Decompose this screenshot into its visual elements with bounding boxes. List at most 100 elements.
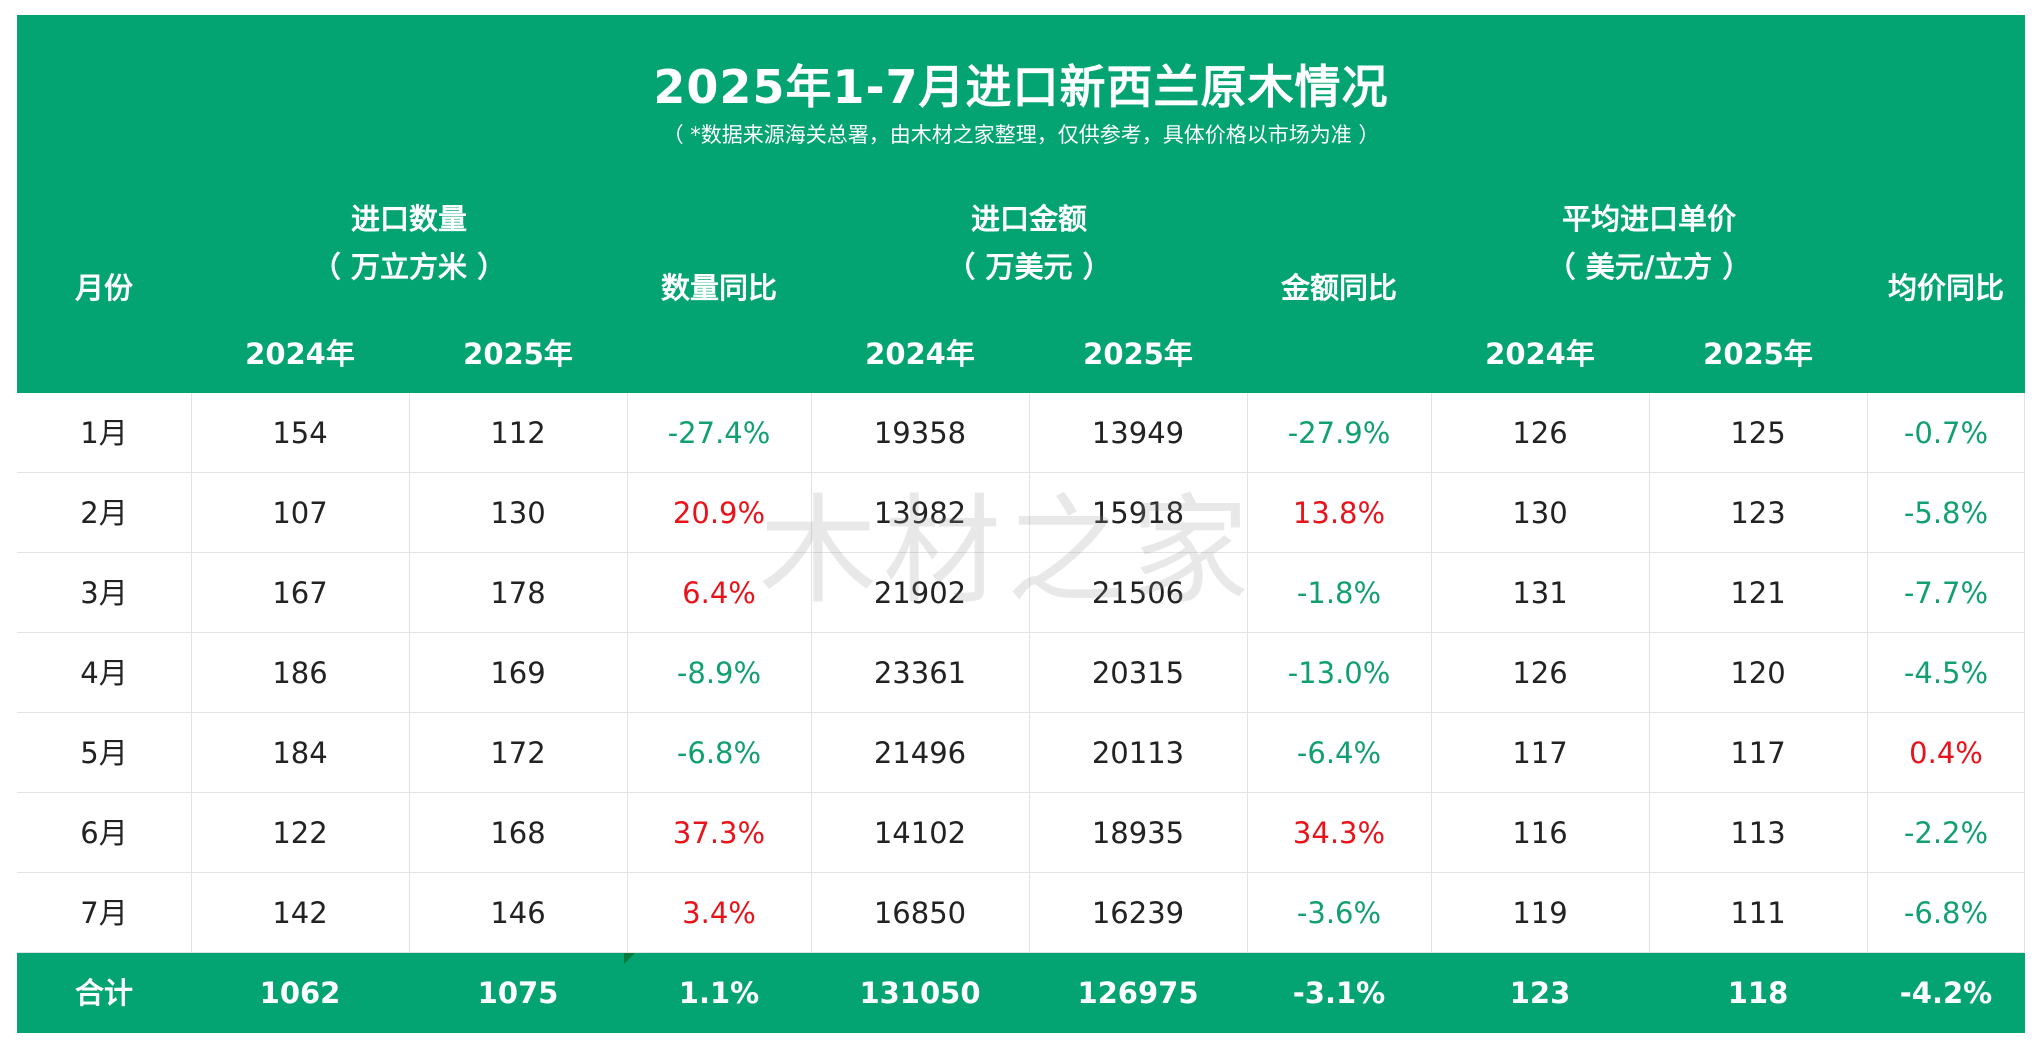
total-label: 合计 — [74, 976, 133, 1010]
header-month: 月份 — [74, 271, 133, 305]
grid-line — [811, 393, 812, 953]
total-p2024: 123 — [1509, 976, 1571, 1010]
table-cell-a2025: 20315 — [1091, 656, 1185, 690]
table-cell-p-yoy: -2.2% — [1903, 816, 1989, 850]
table-cell-a2025: 15918 — [1091, 496, 1185, 530]
table-cell-a-yoy: -6.4% — [1296, 736, 1382, 770]
table-cell-q2025: 178 — [490, 576, 546, 610]
table-cell-p-yoy: -4.5% — [1903, 656, 1989, 690]
header-amt-group: 进口金额 （ 万美元 ） — [811, 195, 1247, 291]
table-cell-q-yoy: -6.8% — [676, 736, 762, 770]
table-row: 2月 107 130 20.9% 13982 15918 13.8% 130 123 -5.8% — [17, 473, 2025, 553]
table-cell-a2024: 16850 — [873, 896, 967, 930]
table-cell-q-yoy: 20.9% — [672, 496, 766, 530]
total-q2024: 1062 — [259, 976, 341, 1010]
header-price-group: 平均进口单价 （ 美元/立方 ） — [1431, 195, 1867, 291]
table-cell-p-yoy: 0.4% — [1909, 736, 1983, 770]
table-cell-a2024: 21496 — [873, 736, 967, 770]
table-cell-p2025: 125 — [1730, 416, 1786, 450]
table-cell-month: 6月 — [80, 816, 128, 850]
table-cell-a2024: 19358 — [873, 416, 967, 450]
table-cell-a2024: 23361 — [873, 656, 967, 690]
table-cell-q2025: 172 — [490, 736, 546, 770]
total-a-yoy: -3.1% — [1292, 976, 1386, 1010]
table-cell-a2025: 16239 — [1091, 896, 1185, 930]
header-amt-2025: 2025年 — [1083, 337, 1193, 371]
header-qty-unit: （ 万立方米 ） — [311, 250, 507, 284]
table-cell-q2024: 186 — [272, 656, 328, 690]
table-cell-q2025: 130 — [490, 496, 546, 530]
table-cell-month: 5月 — [80, 736, 128, 770]
header-price-title: 平均进口单价 — [1561, 202, 1736, 236]
table-cell-a2024: 21902 — [873, 576, 967, 610]
table-cell-q-yoy: -27.4% — [667, 416, 771, 450]
table-cell-q2024: 122 — [272, 816, 328, 850]
table-cell-p2024: 130 — [1512, 496, 1568, 530]
table-cell-q2025: 168 — [490, 816, 546, 850]
header-amt-title: 进口金额 — [970, 202, 1087, 236]
table-cell-q2024: 184 — [272, 736, 328, 770]
grid-line — [2024, 393, 2025, 953]
header-qty-2025: 2025年 — [463, 337, 573, 371]
table-cell-a2024: 14102 — [873, 816, 967, 850]
header-price-2025: 2025年 — [1703, 337, 1813, 371]
table-cell-a-yoy: -3.6% — [1296, 896, 1382, 930]
table-cell-a2025: 20113 — [1091, 736, 1185, 770]
table-cell-p2024: 119 — [1512, 896, 1568, 930]
table-row: 6月 122 168 37.3% 14102 18935 34.3% 116 113 -2.2% — [17, 793, 2025, 873]
grid-line — [1649, 393, 1650, 953]
header-amt-unit: （ 万美元 ） — [946, 250, 1112, 284]
table-row: 1月 154 112 -27.4% 19358 13949 -27.9% 126 125 -0.7… — [17, 393, 2025, 473]
table-cell-p-yoy: -0.7% — [1903, 416, 1989, 450]
table-cell-q2024: 142 — [272, 896, 328, 930]
table-row: 3月 167 178 6.4% 21902 21506 -1.8% 131 121 -7.7% — [17, 553, 2025, 633]
table-cell-q2024: 107 — [272, 496, 328, 530]
total-p-yoy: -4.2% — [1899, 976, 1993, 1010]
grid-line — [191, 393, 192, 953]
table-cell-a2025: 21506 — [1091, 576, 1185, 610]
header-qty-title: 进口数量 — [350, 202, 467, 236]
table-frame: 2025年1-7月进口新西兰原木情况 （ *数据来源海关总署，由木材之家整理，仅… — [17, 15, 2025, 1033]
grid-line — [409, 393, 410, 953]
total-q-yoy: 1.1% — [678, 976, 760, 1010]
page-subtitle: （ *数据来源海关总署，由木材之家整理，仅供参考，具体价格以市场为准 ） — [662, 123, 1380, 147]
page-title: 2025年1-7月进口新西兰原木情况 — [653, 60, 1389, 114]
header-price-2024: 2024年 — [1485, 337, 1595, 371]
table-cell-month: 2月 — [80, 496, 128, 530]
table-cell-q2025: 146 — [490, 896, 546, 930]
table-cell-p-yoy: -6.8% — [1903, 896, 1989, 930]
table-header: 2025年1-7月进口新西兰原木情况 （ *数据来源海关总署，由木材之家整理，仅… — [17, 15, 2025, 393]
table-cell-p2024: 116 — [1512, 816, 1568, 850]
table-cell-p-yoy: -5.8% — [1903, 496, 1989, 530]
table-cell-q2024: 167 — [272, 576, 328, 610]
table-cell-month: 1月 — [80, 416, 128, 450]
table-cell-a-yoy: 13.8% — [1292, 496, 1386, 530]
table-cell-p2024: 126 — [1512, 656, 1568, 690]
header-qty-2024: 2024年 — [245, 337, 355, 371]
table-cell-month: 7月 — [80, 896, 128, 930]
table-cell-a2025: 13949 — [1091, 416, 1185, 450]
header-qty-group: 进口数量 （ 万立方米 ） — [191, 195, 627, 291]
table-cell-q2025: 112 — [490, 416, 546, 450]
grid-line — [1247, 393, 1248, 953]
table-cell-p2025: 121 — [1730, 576, 1786, 610]
table-cell-q-yoy: 3.4% — [682, 896, 756, 930]
table-cell-a2025: 18935 — [1091, 816, 1185, 850]
table-cell-p-yoy: -7.7% — [1903, 576, 1989, 610]
table-cell-a2024: 13982 — [873, 496, 967, 530]
grid-line — [1431, 393, 1432, 953]
header-qty-yoy: 数量同比 — [660, 271, 777, 305]
table-cell-a-yoy: -27.9% — [1287, 416, 1391, 450]
total-a2025: 126975 — [1077, 976, 1199, 1010]
total-p2025: 118 — [1727, 976, 1789, 1010]
table-cell-p2025: 117 — [1730, 736, 1786, 770]
total-a2024: 131050 — [859, 976, 981, 1010]
table-cell-month: 3月 — [80, 576, 128, 610]
table-cell-p2024: 117 — [1512, 736, 1568, 770]
table-cell-p2025: 111 — [1730, 896, 1786, 930]
table-cell-p2024: 131 — [1512, 576, 1568, 610]
table-cell-p2025: 120 — [1730, 656, 1786, 690]
table-cell-q-yoy: 37.3% — [672, 816, 766, 850]
header-price-unit: （ 美元/立方 ） — [1546, 250, 1752, 284]
grid-line — [627, 393, 628, 953]
